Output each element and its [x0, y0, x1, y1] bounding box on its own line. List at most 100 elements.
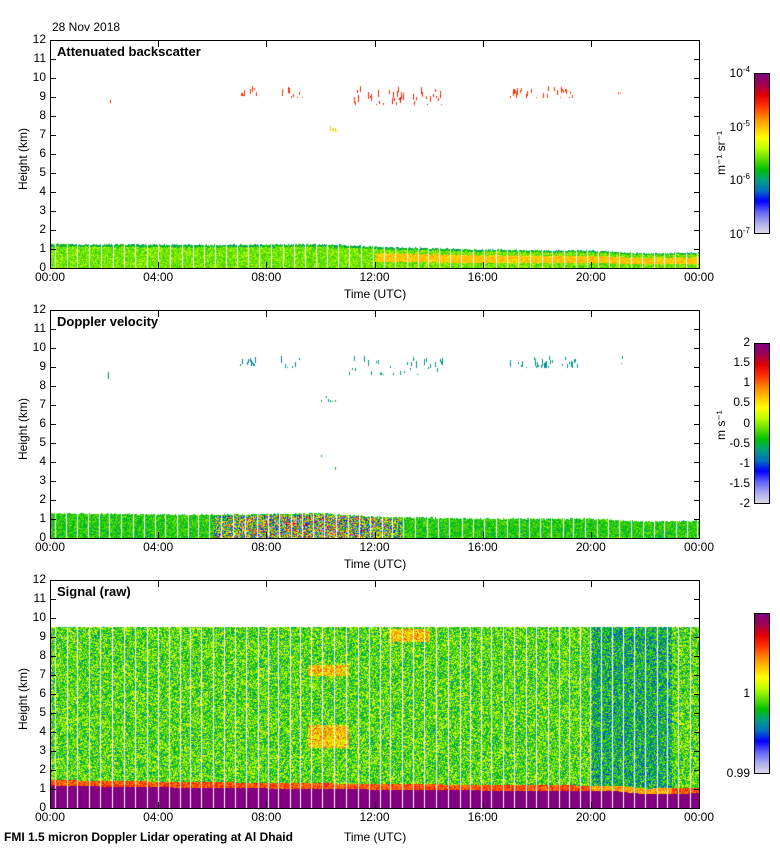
y-tick-mark: [50, 249, 56, 250]
y-tick-mark: [694, 599, 700, 600]
y-tick-label: 10: [32, 610, 46, 624]
y-tick-label: 1: [39, 241, 46, 255]
y-tick-mark: [50, 424, 56, 425]
x-tick-mark: [590, 802, 592, 809]
y-tick-label: 5: [39, 165, 46, 179]
x-tick-mark: [374, 40, 376, 47]
y-tick-label: 7: [39, 127, 46, 141]
x-tick-mark: [482, 262, 484, 269]
x-tick-mark: [50, 262, 51, 269]
velocity-colorbar: [754, 343, 770, 504]
y-tick-mark: [694, 656, 700, 657]
y-tick-mark: [50, 751, 56, 752]
y-tick-mark: [694, 249, 700, 250]
y-tick-mark: [50, 367, 56, 368]
x-tick-label: 20:00: [575, 810, 606, 824]
colorbar-tick-label: 10-6: [729, 172, 750, 188]
y-tick-mark: [694, 519, 700, 520]
x-tick-label: 00:00: [683, 270, 715, 284]
colorbar-tick-label: -0.5: [729, 435, 750, 450]
y-tick-mark: [694, 230, 700, 231]
y-tick-mark: [694, 618, 700, 619]
x-tick-label: 20:00: [575, 540, 606, 554]
y-tick-mark: [694, 268, 700, 269]
y-axis-label: Height (km): [16, 667, 30, 730]
instrument-caption: FMI 1.5 micron Doppler Lidar operating a…: [4, 830, 293, 844]
colorbar-tick-label: -1.5: [729, 475, 750, 490]
x-tick-mark: [374, 802, 376, 809]
y-tick-mark: [694, 116, 700, 117]
y-tick-mark: [694, 192, 700, 193]
x-tick-mark: [590, 532, 592, 539]
y-tick-label: 10: [32, 340, 46, 354]
x-tick-mark: [590, 580, 592, 587]
x-tick-label: 00:00: [683, 540, 715, 554]
x-tick-mark: [699, 40, 700, 47]
y-tick-mark: [50, 500, 56, 501]
y-tick-mark: [694, 481, 700, 482]
signal-heatmap: [51, 581, 699, 808]
y-tick-mark: [50, 637, 56, 638]
x-tick-label: 04:00: [143, 540, 174, 554]
y-tick-mark: [694, 405, 700, 406]
y-tick-mark: [694, 173, 700, 174]
x-tick-mark: [374, 310, 376, 317]
y-tick-label: 11: [33, 321, 46, 335]
x-tick-mark: [158, 802, 160, 809]
y-tick-label: 9: [39, 629, 46, 643]
y-tick-mark: [50, 40, 56, 41]
y-tick-mark: [50, 580, 56, 581]
x-tick-mark: [482, 40, 484, 47]
x-tick-mark: [50, 802, 51, 809]
y-tick-label: 4: [39, 454, 46, 468]
y-tick-mark: [50, 713, 56, 714]
x-tick-label: 12:00: [359, 270, 390, 284]
x-axis-label: Time (UTC): [344, 830, 407, 844]
y-tick-mark: [50, 268, 56, 269]
y-tick-label: 3: [39, 473, 46, 487]
x-axis-label: Time (UTC): [344, 557, 407, 571]
y-tick-mark: [694, 580, 700, 581]
x-tick-label: 00:00: [34, 810, 66, 824]
y-tick-mark: [694, 348, 700, 349]
y-tick-label: 9: [39, 89, 46, 103]
x-tick-mark: [374, 262, 376, 269]
panel-title: Signal (raw): [57, 584, 131, 599]
backscatter-heatmap: [51, 41, 699, 268]
x-tick-mark: [266, 310, 268, 317]
y-tick-mark: [694, 367, 700, 368]
y-tick-label: 8: [39, 648, 46, 662]
y-tick-label: 8: [39, 108, 46, 122]
y-axis-label: Height (km): [16, 127, 30, 190]
y-axis-label: Height (km): [16, 397, 30, 460]
x-tick-label: 04:00: [143, 810, 174, 824]
x-tick-label: 08:00: [251, 540, 282, 554]
x-tick-mark: [482, 310, 484, 317]
x-tick-mark: [699, 532, 700, 539]
y-tick-label: 7: [39, 397, 46, 411]
x-tick-label: 08:00: [251, 270, 282, 284]
y-tick-mark: [50, 789, 56, 790]
y-tick-label: 3: [39, 203, 46, 217]
y-tick-mark: [694, 211, 700, 212]
y-tick-label: 4: [39, 724, 46, 738]
y-tick-label: 8: [39, 378, 46, 392]
y-tick-mark: [50, 770, 56, 771]
x-tick-mark: [699, 310, 700, 317]
signal-raw-plot: Signal (raw): [50, 580, 700, 809]
x-axis-label: Time (UTC): [344, 287, 407, 301]
y-tick-label: 1: [39, 511, 46, 525]
backscatter-plot: Attenuated backscatter: [50, 40, 700, 269]
y-tick-mark: [50, 443, 56, 444]
y-tick-mark: [50, 519, 56, 520]
y-tick-mark: [50, 329, 56, 330]
panel-title: Doppler velocity: [57, 314, 159, 329]
x-tick-label: 00:00: [34, 540, 66, 554]
backscatter-colorbar: [754, 73, 770, 234]
y-tick-label: 5: [39, 705, 46, 719]
y-tick-mark: [694, 310, 700, 311]
x-tick-mark: [374, 532, 376, 539]
y-tick-label: 5: [39, 435, 46, 449]
y-tick-mark: [694, 538, 700, 539]
x-tick-mark: [50, 310, 51, 317]
